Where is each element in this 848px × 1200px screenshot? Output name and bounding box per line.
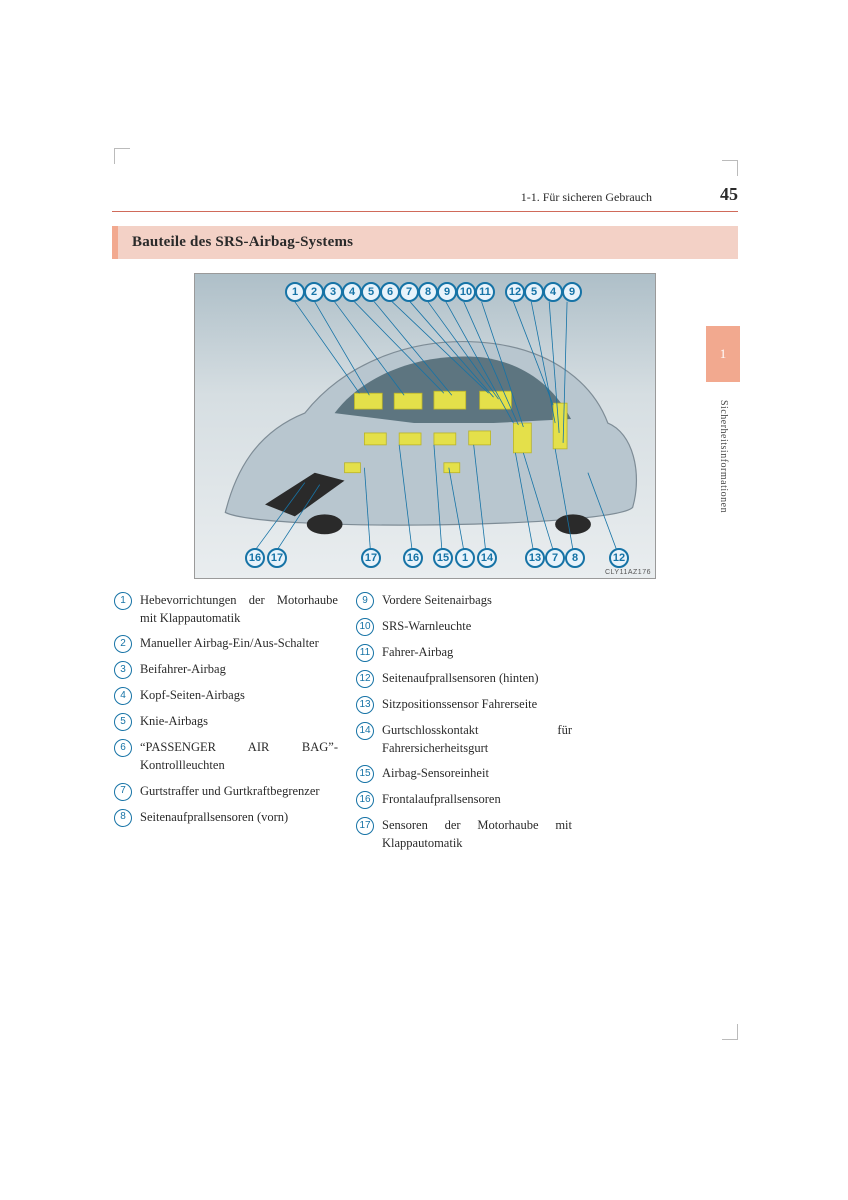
legend-text: Gurtstraffer und Gurtkraftbegrenzer — [140, 782, 338, 800]
callout-marker: 6 — [380, 282, 400, 302]
legend-marker: 7 — [114, 783, 132, 801]
legend-marker: 17 — [356, 817, 374, 835]
legend-text: SRS-Warnleuchte — [382, 617, 572, 635]
callout-marker: 10 — [456, 282, 476, 302]
page-header: 1-1. Für sicheren Gebrauch 45 — [112, 160, 738, 212]
diagram-top-callouts-1: 1234567891011 — [285, 282, 494, 302]
legend-marker: 3 — [114, 661, 132, 679]
legend-item: 13 Sitzpositionssensor Fahrerseite — [356, 695, 572, 714]
legend-text: Manueller Airbag-Ein/Aus-Schalter — [140, 634, 338, 652]
callout-marker: 9 — [437, 282, 457, 302]
legend-item: 1 Hebevorrichtungen der Motorhaube mit Kl… — [114, 591, 338, 627]
legend-text: Airbag-Sensoreinheit — [382, 764, 572, 782]
legend-column-right: 9Vordere Seitenairbags10SRS-Warnleuchte1… — [356, 591, 572, 860]
legend-marker: 11 — [356, 644, 374, 662]
legend-item: 8 Seitenaufprallsensoren (vorn) — [114, 808, 338, 827]
callout-marker: 7 — [399, 282, 419, 302]
callout-marker: 17 — [267, 548, 287, 568]
callout-marker: 15 — [433, 548, 453, 568]
car-illustration — [195, 274, 655, 578]
legend-marker: 12 — [356, 670, 374, 688]
legend-text: Sitzpositionssensor Fahrerseite — [382, 695, 572, 713]
legend-marker: 5 — [114, 713, 132, 731]
callout-marker: 13 — [525, 548, 545, 568]
legend-marker: 14 — [356, 722, 374, 740]
callout-marker: 7 — [545, 548, 565, 568]
legend-text: Hebevorrichtungen der Motorhaube mit Kla… — [140, 591, 338, 627]
legend-column-left: 1 Hebevorrichtungen der Motorhaube mit Kl… — [114, 591, 338, 860]
callout-marker: 16 — [403, 548, 423, 568]
callout-marker: 5 — [361, 282, 381, 302]
section-title: Bauteile des SRS-Airbag-Systems — [112, 226, 738, 259]
legend-item: 5 Knie-Airbags — [114, 712, 338, 731]
legend-marker: 10 — [356, 618, 374, 636]
legend-marker: 8 — [114, 809, 132, 827]
legend-item: 17 Sensoren der Motorhaube mit Klappautom… — [356, 816, 572, 852]
legend-item: 15 Airbag-Sensoreinheit — [356, 764, 572, 783]
callout-marker: 9 — [562, 282, 582, 302]
legend-item: 12 Seitenaufprallsensoren (hinten) — [356, 669, 572, 688]
legend-item: 3 Beifahrer-Airbag — [114, 660, 338, 679]
legend-item: 10 SRS-Warnleuchte — [356, 617, 572, 636]
legend-text: Seitenaufprallsensoren (vorn) — [140, 808, 338, 826]
legend-item: 9 Vordere Seitenairbags — [356, 591, 572, 610]
callout-marker: 8 — [418, 282, 438, 302]
legend-text: Vordere Seitenairbags — [382, 591, 572, 609]
legend-marker: 2 — [114, 635, 132, 653]
legend-item: 4 Kopf-Seiten-Airbags — [114, 686, 338, 705]
legend-marker: 9 — [356, 592, 374, 610]
legend-item: 14 Gurtschlosskontakt für Fahrersicherhei… — [356, 721, 572, 757]
legend-item: 6 “PASSENGER AIR BAG”-Kontrollleuchten — [114, 738, 338, 774]
section-label: 1-1. Für sicheren Gebrauch — [521, 190, 652, 205]
callout-marker: 5 — [524, 282, 544, 302]
crop-mark — [722, 1024, 738, 1040]
page-number: 45 — [720, 184, 738, 205]
legend-text: Frontalaufprallsensoren — [382, 790, 572, 808]
page-content: 1-1. Für sicheren Gebrauch 45 Bauteile d… — [112, 160, 738, 860]
legend-marker: 4 — [114, 687, 132, 705]
legend-text: Kopf-Seiten-Airbags — [140, 686, 338, 704]
callout-marker: 8 — [565, 548, 585, 568]
callout-marker: 3 — [323, 282, 343, 302]
legend-item: 11 Fahrer-Airbag — [356, 643, 572, 662]
legend-text: Beifahrer-Airbag — [140, 660, 338, 678]
legend-text: Gurtschlosskontakt für Fahrersicherheits… — [382, 721, 572, 757]
callout-marker: 1 — [285, 282, 305, 302]
callout-marker: 11 — [475, 282, 495, 302]
callout-marker: 4 — [543, 282, 563, 302]
legend-text: “PASSENGER AIR BAG”-Kontrollleuchten — [140, 738, 338, 774]
legend-marker: 15 — [356, 765, 374, 783]
callout-marker: 17 — [361, 548, 381, 568]
callout-marker: 12 — [505, 282, 525, 302]
callout-marker: 14 — [477, 548, 497, 568]
legend-marker: 16 — [356, 791, 374, 809]
callout-marker: 12 — [609, 548, 629, 568]
legend-text: Seitenaufprallsensoren (hinten) — [382, 669, 572, 687]
legend-item: 2 Manueller Airbag-Ein/Aus-Schalter — [114, 634, 338, 653]
callout-marker: 2 — [304, 282, 324, 302]
legend-item: 16 Frontalaufprallsensoren — [356, 790, 572, 809]
legend-marker: 1 — [114, 592, 132, 610]
legend-marker: 6 — [114, 739, 132, 757]
callout-marker: 4 — [342, 282, 362, 302]
diagram-code: CLY11AZ176 — [605, 569, 651, 576]
legend-text: Knie-Airbags — [140, 712, 338, 730]
diagram-top-callouts-2: 12549 — [505, 282, 581, 302]
legend-text: Fahrer-Airbag — [382, 643, 572, 661]
legend-item: 7 Gurtstraffer und Gurtkraftbegrenzer — [114, 782, 338, 801]
legend-marker: 13 — [356, 696, 374, 714]
callout-marker: 1 — [455, 548, 475, 568]
callout-marker: 16 — [245, 548, 265, 568]
airbag-diagram: 1234567891011 12549 1617171615114137812 … — [194, 273, 656, 579]
legend: 1 Hebevorrichtungen der Motorhaube mit Kl… — [112, 591, 738, 860]
legend-text: Sensoren der Motorhaube mit Klappautomat… — [382, 816, 572, 852]
